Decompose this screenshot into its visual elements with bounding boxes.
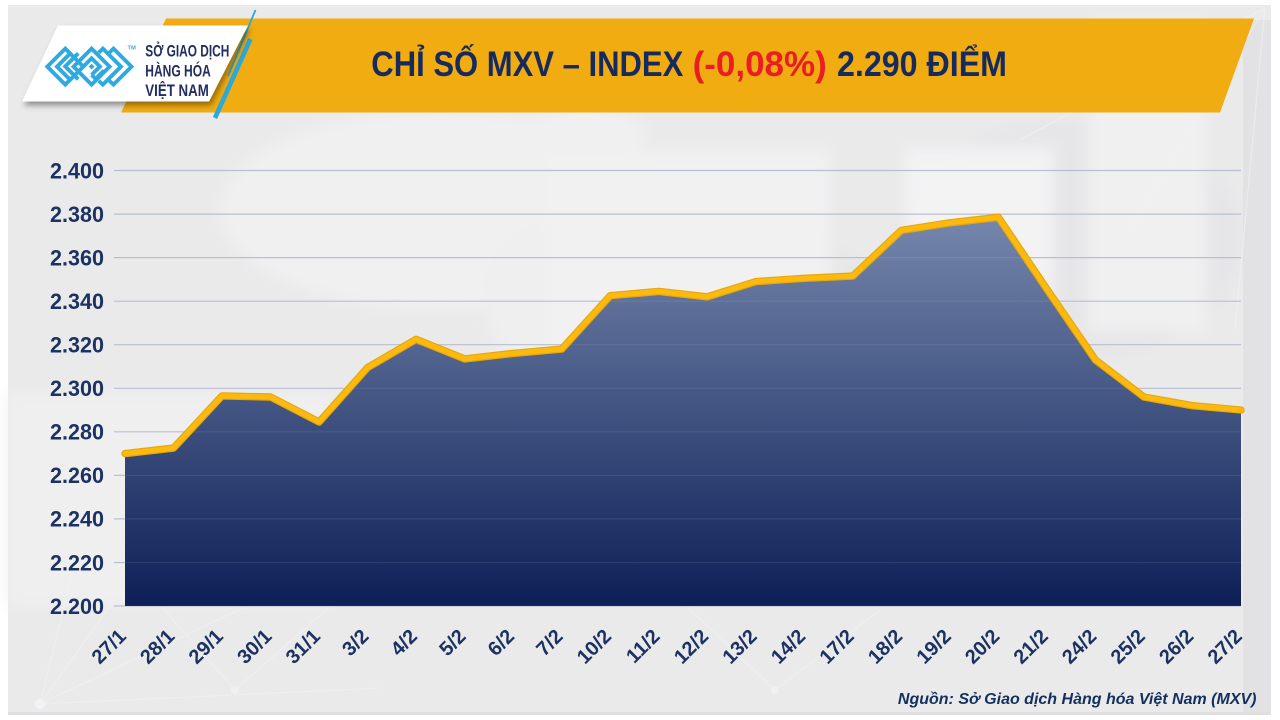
- svg-text:HÀNG HÓA: HÀNG HÓA: [145, 61, 211, 80]
- svg-text:2.260: 2.260: [50, 463, 104, 488]
- svg-text:2.200: 2.200: [50, 594, 104, 619]
- svg-text:CHỈ SỐ MXV – INDEX: CHỈ SỐ MXV – INDEX: [371, 44, 684, 84]
- svg-text:2.380: 2.380: [50, 202, 104, 227]
- svg-text:2.280: 2.280: [50, 420, 104, 445]
- svg-text:2.320: 2.320: [50, 333, 104, 358]
- svg-text:TM: TM: [128, 46, 137, 52]
- svg-text:Nguồn: Sở Giao dịch Hàng hóa V: Nguồn: Sở Giao dịch Hàng hóa Việt Nam (M…: [898, 691, 1257, 708]
- svg-text:SỞ GIAO DỊCH: SỞ GIAO DỊCH: [145, 41, 229, 60]
- svg-text:2.300: 2.300: [50, 376, 104, 401]
- svg-text:(-0,08%): (-0,08%): [693, 45, 827, 84]
- svg-text:2.400: 2.400: [50, 158, 104, 183]
- svg-text:2.360: 2.360: [50, 245, 104, 270]
- svg-text:2.240: 2.240: [50, 507, 104, 532]
- svg-text:2.290 ĐIỂM: 2.290 ĐIỂM: [837, 44, 1007, 84]
- svg-text:2.340: 2.340: [50, 289, 104, 314]
- svg-text:2.220: 2.220: [50, 550, 104, 575]
- svg-text:VIỆT NAM: VIỆT NAM: [145, 81, 209, 100]
